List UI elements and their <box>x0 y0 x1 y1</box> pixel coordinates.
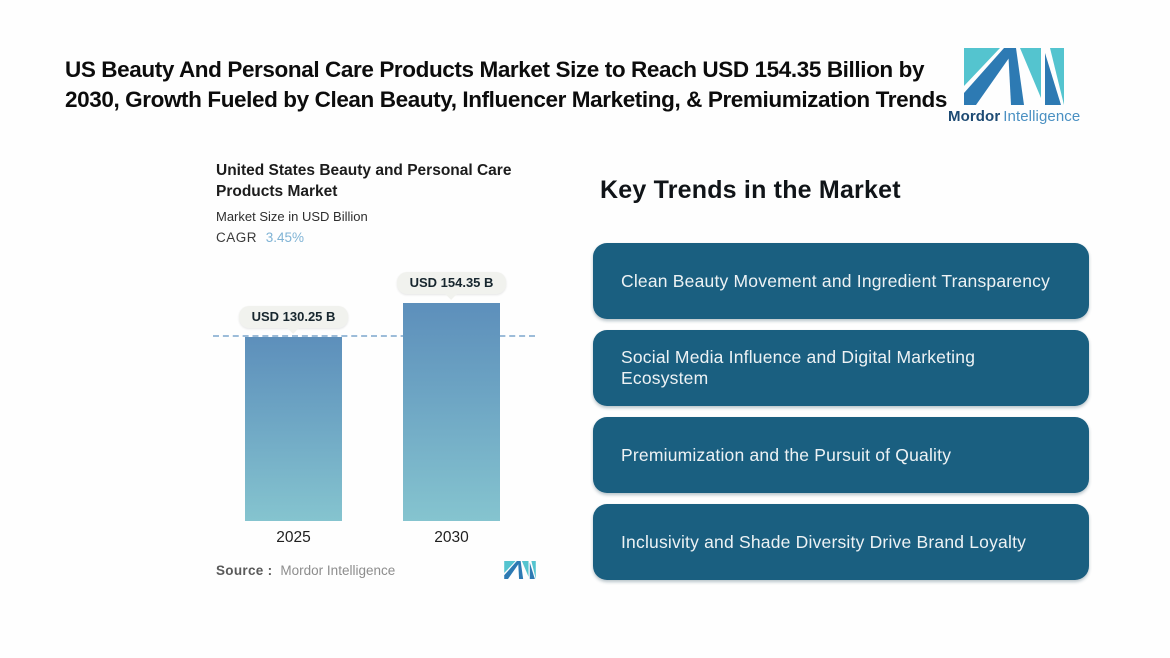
trend-button-label: Clean Beauty Movement and Ingredient Tra… <box>621 270 1051 291</box>
chart-subtitle: Market Size in USD Billion <box>216 209 368 224</box>
bar-2030 <box>403 303 500 521</box>
bar-plot: USD 130.25 B 2025 USD 154.35 B 2030 <box>213 272 535 547</box>
bar-value-badge-2030: USD 154.35 B <box>396 272 507 294</box>
brand-name-primary: Mordor <box>948 108 1001 125</box>
trend-button-label: Inclusivity and Shade Diversity Drive Br… <box>621 531 1027 552</box>
trend-button-label: Premiumization and the Pursuit of Qualit… <box>621 444 952 465</box>
bar-group-2025: USD 130.25 B 2025 <box>238 275 349 547</box>
trend-button-premiumization[interactable]: Premiumization and the Pursuit of Qualit… <box>593 417 1089 493</box>
reference-line <box>213 335 535 337</box>
cagr-value: 3.45% <box>265 230 305 245</box>
trends-heading: Key Trends in the Market <box>600 176 901 204</box>
trend-button-clean-beauty[interactable]: Clean Beauty Movement and Ingredient Tra… <box>593 243 1089 319</box>
cagr-row: CAGR 3.45% <box>216 230 304 245</box>
mordor-intelligence-mini-logo-icon <box>504 561 536 579</box>
bar-value-label-2025: USD 130.25 B <box>238 306 349 328</box>
mordor-intelligence-logo-icon <box>964 48 1064 105</box>
trend-button-label: Social Media Influence and Digital Marke… <box>621 347 976 388</box>
trend-button-social-media[interactable]: Social Media Influence and Digital Marke… <box>593 330 1089 406</box>
page-title-line-1: US Beauty And Personal Care Products Mar… <box>65 57 925 82</box>
x-tick-2025: 2025 <box>276 529 311 546</box>
brand-wordmark: Mordor Intelligence <box>948 108 1108 125</box>
bar-value-label-2030: USD 154.35 B <box>396 272 507 294</box>
source-value: Mordor Intelligence <box>280 562 396 578</box>
x-tick-2030: 2030 <box>434 529 469 546</box>
source-label: Source : <box>216 562 273 578</box>
chart-title: United States Beauty and Personal Care P… <box>216 160 511 202</box>
brand-logo: Mordor Intelligence <box>948 48 1108 125</box>
source-row: Source : Mordor Intelligence <box>216 561 536 579</box>
cagr-label: CAGR <box>216 230 258 245</box>
bar-value-badge-2025: USD 130.25 B <box>238 306 349 328</box>
bar-group-2030: USD 154.35 B 2030 <box>396 272 507 547</box>
trend-button-inclusivity[interactable]: Inclusivity and Shade Diversity Drive Br… <box>593 504 1089 580</box>
bar-2025 <box>245 337 342 521</box>
page-title: US Beauty And Personal Care Products Mar… <box>65 55 947 115</box>
chart-title-line-1: United States Beauty and Personal Care <box>216 162 512 179</box>
page-title-line-2: 2030, Growth Fueled by Clean Beauty, Inf… <box>65 87 947 112</box>
brand-name-secondary: Intelligence <box>1003 108 1081 125</box>
chart-title-line-2: Products Market <box>216 183 338 200</box>
